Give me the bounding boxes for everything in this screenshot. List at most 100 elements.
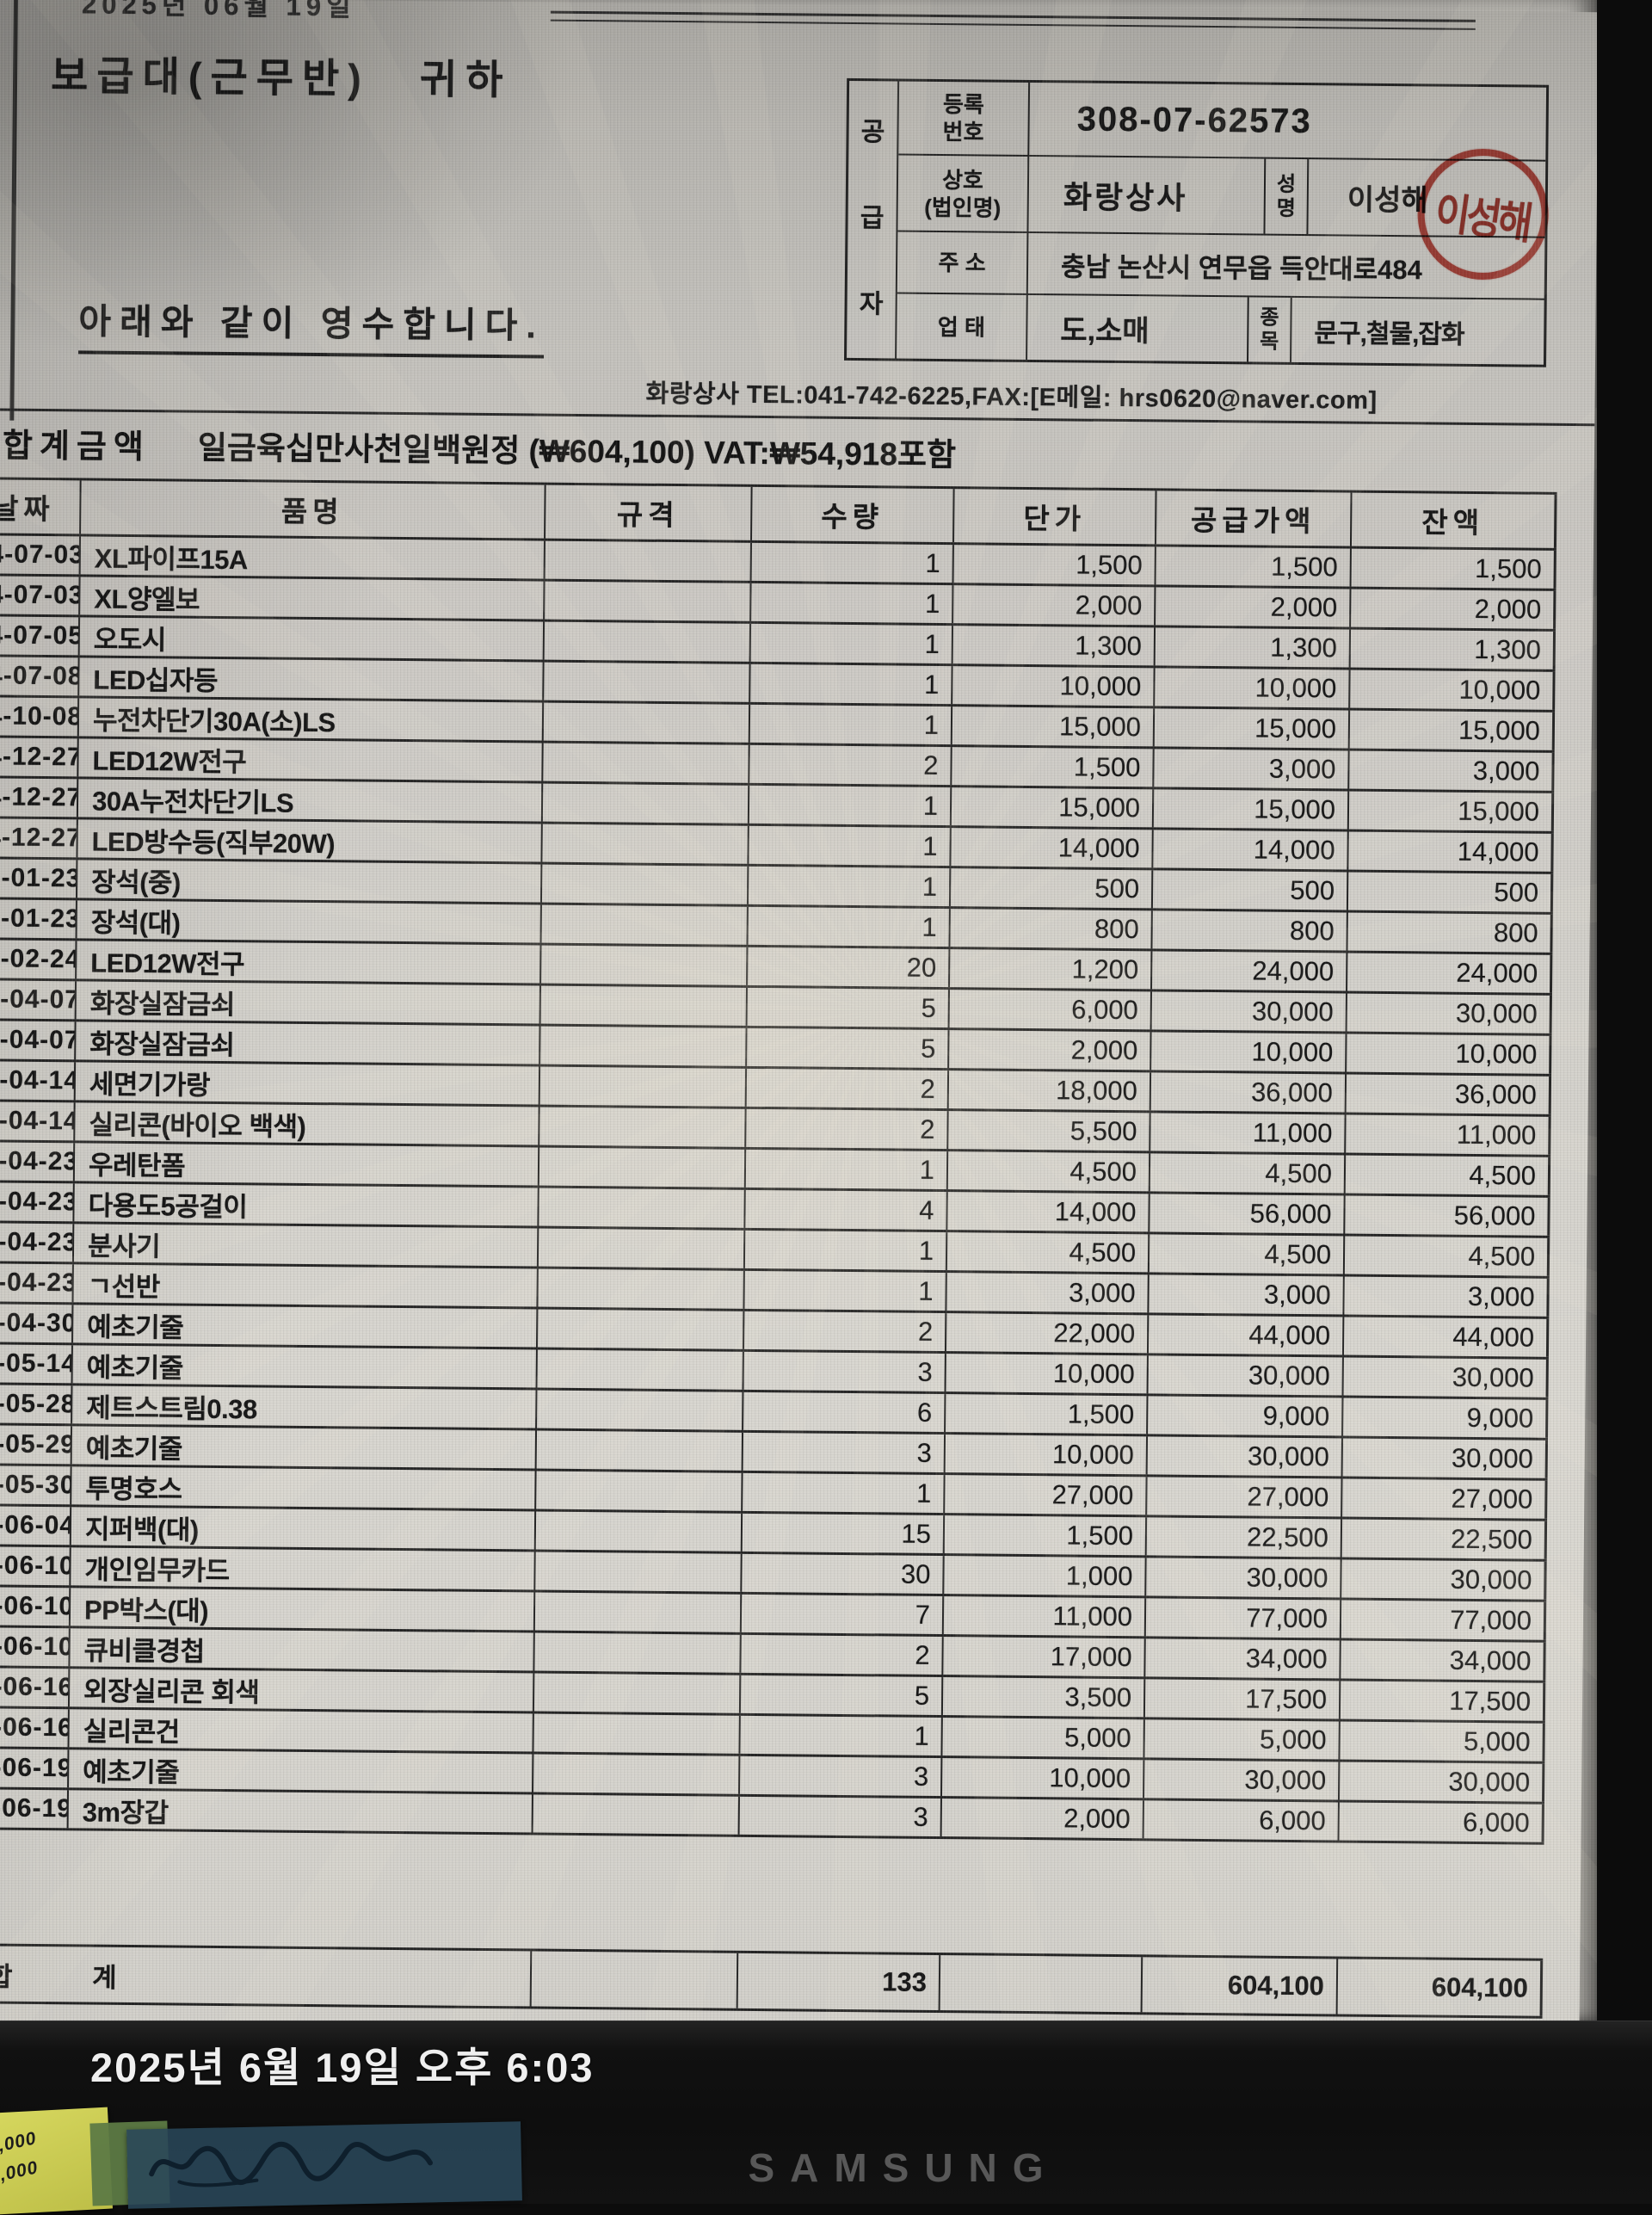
cell-unit-price: 2,000	[953, 585, 1156, 626]
cell-balance: 24,000	[1347, 953, 1553, 993]
cell-unit-price: 10,000	[945, 1435, 1149, 1475]
cell-unit-price: 2,000	[941, 1799, 1144, 1839]
cell-unit-price: 14,000	[947, 1192, 1150, 1232]
cell-balance: 44,000	[1343, 1317, 1550, 1357]
header-unit-price: 단가	[953, 489, 1157, 545]
cell-spec	[539, 1147, 747, 1188]
company-stamp-text: 이성해	[1432, 188, 1533, 249]
cell-supply-value: 15,000	[1154, 708, 1351, 749]
cell-unit-price: 1,500	[944, 1515, 1148, 1556]
header-spec: 규격	[546, 484, 753, 540]
cell-item-name: 세면기가랑	[75, 1062, 541, 1105]
cell-date: 24-12-27	[0, 818, 78, 858]
cell-unit-price: 1,200	[950, 949, 1153, 990]
cell-supply-value: 24,000	[1152, 951, 1348, 991]
cell-balance: 800	[1347, 912, 1553, 953]
cell-date: 25-06-10	[0, 1546, 71, 1586]
cell-qty: 4	[745, 1189, 948, 1231]
cell-item-name: 30A누전차단기LS	[77, 779, 544, 822]
cell-date: 24-07-03	[0, 576, 81, 615]
cell-spec	[540, 985, 749, 1026]
cell-date: 24-12-27	[0, 737, 79, 777]
cell-spec	[537, 1390, 744, 1430]
cell-spec	[533, 1794, 740, 1835]
cell-supply-value: 30,000	[1148, 1355, 1344, 1396]
cell-qty: 3	[740, 1755, 943, 1797]
bezel-timestamp: 2025년 6월 19일 오후 6:03	[90, 2045, 595, 2090]
business-type-label: 업 태	[897, 293, 1028, 360]
cell-item-name: XL양엘보	[80, 577, 546, 620]
cell-item-name: 외장실리콘 회색	[69, 1669, 535, 1712]
receipt-paper: 2025년 06월 19일 보급대(근무반) 귀하 공 급 자 등록 번호 308…	[0, 0, 1597, 2021]
supplier-row-business: 업 태 도,소매 종 목 문구,철물,잡화	[897, 292, 1544, 365]
cell-item-name: 화장실잠금쇠	[76, 1021, 541, 1064]
cell-supply-value: 11,000	[1150, 1113, 1347, 1153]
cell-spec	[543, 702, 751, 743]
cell-balance: 11,000	[1346, 1114, 1551, 1155]
cell-qty: 2	[743, 1311, 947, 1352]
cell-supply-value: 30,000	[1151, 991, 1347, 1032]
cell-balance: 30,000	[1339, 1762, 1545, 1802]
cell-unit-price: 800	[950, 909, 1153, 949]
cell-qty: 2	[746, 1108, 949, 1150]
cell-qty: 1	[744, 1230, 948, 1271]
cell-item-name: 예초기줄	[71, 1426, 538, 1469]
cell-spec	[539, 1107, 747, 1147]
cell-unit-price: 5,500	[948, 1111, 1151, 1151]
cell-unit-price: 10,000	[952, 666, 1156, 706]
cell-item-name: PP박스(대)	[70, 1588, 536, 1631]
brand-logo: SAMSUNG	[748, 2145, 1059, 2190]
cell-supply-value: 77,000	[1145, 1598, 1342, 1638]
company-name-value: 화랑상사	[1063, 178, 1188, 216]
cell-spec	[539, 1188, 746, 1228]
cell-date: 24-07-03	[0, 535, 82, 575]
cell-spec	[538, 1268, 745, 1309]
cell-balance: 15,000	[1349, 710, 1556, 750]
cell-unit-price: 27,000	[945, 1475, 1148, 1515]
cell-spec	[543, 743, 750, 783]
cell-supply-value: 4,500	[1150, 1153, 1347, 1194]
cell-balance: 4,500	[1345, 1155, 1551, 1195]
cell-date: 25-05-28	[0, 1385, 73, 1424]
cell-date: 25-05-14	[0, 1344, 73, 1384]
cell-balance: 17,500	[1340, 1681, 1546, 1721]
cell-spec	[533, 1713, 741, 1754]
cell-unit-price: 1,500	[953, 545, 1156, 585]
cell-qty: 20	[748, 947, 951, 988]
cell-item-name: 장석(중)	[77, 860, 543, 903]
cell-item-name: 큐비클경첩	[70, 1628, 535, 1671]
company-name-label: 상호 (법인명)	[897, 155, 1030, 231]
cell-supply-value: 6,000	[1143, 1800, 1340, 1841]
cell-supply-value: 5,000	[1144, 1719, 1341, 1760]
cell-qty: 7	[741, 1594, 945, 1635]
cell-qty: 1	[751, 542, 954, 583]
cell-qty: 1	[744, 1270, 947, 1311]
cell-qty: 1	[743, 1472, 946, 1514]
cell-qty: 1	[749, 785, 952, 826]
supplier-group-label: 공 급 자	[847, 80, 900, 359]
header-item: 품명	[81, 480, 546, 539]
total-amount-banner: 합계금액 일금육십만사천일백원정 (₩604,100) VAT:₩54,918포함	[3, 419, 957, 476]
cell-unit-price: 6,000	[949, 990, 1152, 1030]
cell-balance: 3,000	[1344, 1276, 1550, 1317]
cell-date: 25-04-14	[0, 1101, 76, 1141]
cell-qty: 1	[751, 583, 954, 624]
cell-qty: 2	[749, 744, 952, 786]
cell-supply-value: 22,500	[1146, 1517, 1343, 1558]
cell-unit-price: 1,300	[952, 626, 1156, 666]
cell-spec	[534, 1632, 742, 1673]
recipient-name: 보급대(근무반)	[50, 52, 371, 102]
cell-item-name: ㄱ선반	[73, 1264, 539, 1307]
cell-spec	[536, 1430, 744, 1471]
cell-spec	[545, 540, 752, 581]
cell-supply-value: 2,000	[1156, 587, 1352, 627]
cell-spec	[535, 1552, 743, 1592]
cell-spec	[544, 662, 751, 702]
cell-supply-value: 9,000	[1148, 1396, 1344, 1436]
cell-spec	[544, 621, 752, 662]
cell-qty: 1	[748, 906, 951, 947]
cell-supply-value: 14,000	[1153, 830, 1349, 870]
cell-item-name: LED방수등(직부20W)	[77, 819, 543, 862]
address-value: 충남 논산시 연무읍 득안대로484	[1060, 250, 1423, 285]
cell-qty: 3	[743, 1432, 946, 1473]
